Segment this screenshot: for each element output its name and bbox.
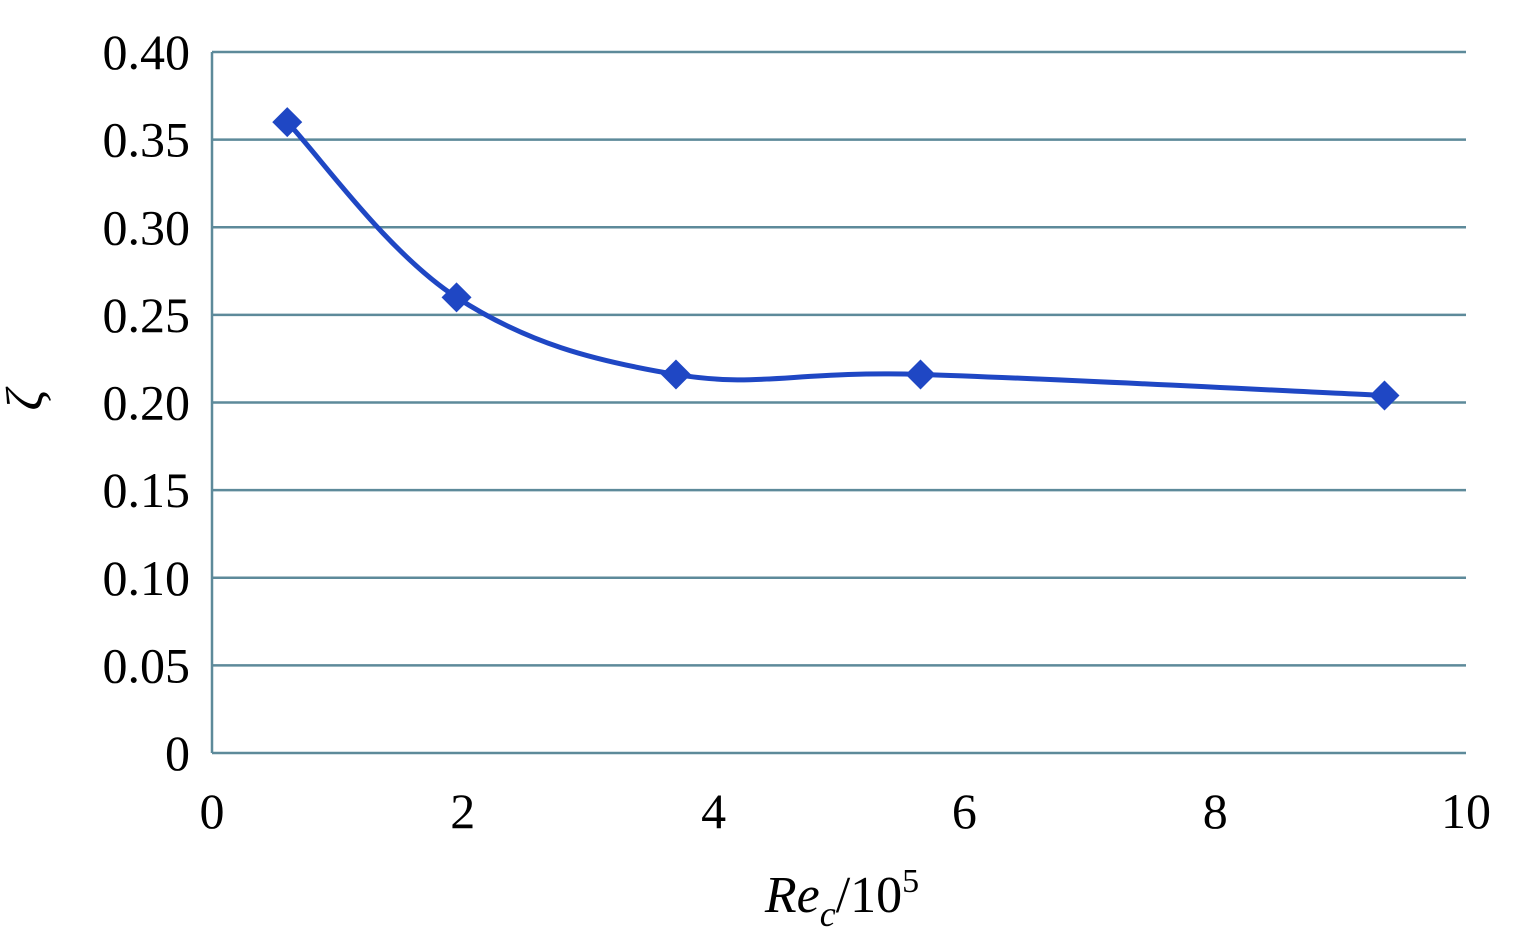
data-point: [905, 359, 936, 390]
x-tick-label: 2: [450, 783, 475, 839]
y-tick-label: 0: [165, 725, 190, 781]
data-point: [1369, 380, 1400, 411]
y-tick-label: 0.10: [103, 550, 191, 606]
y-tick-label: 0.20: [103, 375, 191, 431]
x-tick-label: 6: [952, 783, 977, 839]
x-tick-label: 8: [1203, 783, 1228, 839]
x-axis-label-superscript: 5: [902, 863, 919, 900]
x-tick-labels: 0 2 4 6 8 10: [200, 783, 1492, 839]
series-line: [285, 120, 1385, 398]
x-tick-label: 10: [1441, 783, 1491, 839]
y-tick-label: 0.05: [103, 637, 191, 693]
y-tick-labels: 0 0.05 0.10 0.15 0.20 0.25 0.30 0.35 0.40: [103, 24, 191, 781]
series: [272, 107, 1400, 411]
y-tick-label: 0.40: [103, 24, 191, 80]
y-tick-label: 0.30: [103, 199, 191, 255]
data-point: [441, 282, 472, 313]
data-point: [272, 107, 303, 138]
x-tick-label: 4: [701, 783, 726, 839]
gridlines: [212, 50, 1466, 667]
data-point: [660, 359, 691, 390]
axes: [210, 52, 1466, 755]
y-tick-label: 0.25: [103, 287, 191, 343]
y-tick-label: 0.15: [103, 462, 191, 518]
x-axis-label-subscript: c: [820, 894, 836, 934]
y-tick-label: 0.35: [103, 112, 191, 168]
y-axis-label: ζ: [0, 387, 54, 411]
x-axis-label-main: Re: [764, 867, 820, 924]
x-axis-label: Rec/105: [764, 863, 919, 934]
x-tick-label: 0: [200, 783, 225, 839]
x-axis-label-divider: /10: [836, 867, 902, 924]
